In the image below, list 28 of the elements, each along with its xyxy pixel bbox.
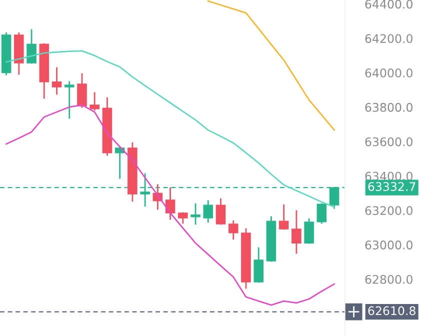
candlestick	[26, 29, 36, 64]
line-series	[207, 0, 335, 131]
candlestick	[178, 212, 188, 224]
candlestick	[278, 204, 289, 230]
candlestick	[316, 203, 327, 224]
candlestick	[292, 210, 302, 254]
candlestick	[304, 218, 314, 244]
candlestick	[228, 220, 238, 240]
candlestick	[203, 200, 214, 223]
candlestick	[77, 73, 87, 108]
y-tick-label: 63600.0	[365, 137, 412, 146]
ref-line-label: 62610.8	[368, 306, 416, 316]
y-tick-label: 63800.0	[365, 102, 412, 112]
y-tick-label: 64000.0	[365, 68, 412, 78]
candlestick	[64, 81, 74, 119]
y-tick-label: 63000.0	[365, 240, 412, 250]
candlestick	[254, 247, 264, 283]
y-tick-label: 62800.0	[365, 274, 412, 284]
candlestick	[52, 67, 62, 95]
candlestick	[216, 198, 226, 225]
y-tick-label: 64200.0	[365, 34, 412, 44]
candlestick	[90, 92, 100, 111]
candlestick	[165, 187, 176, 220]
candlestick	[114, 146, 125, 179]
y-tick-label: 64400.0	[365, 0, 412, 9]
candlestick	[190, 203, 200, 225]
y-tick-label: 63200.0	[365, 206, 412, 216]
ref-line-label: 63332.7	[368, 182, 416, 192]
